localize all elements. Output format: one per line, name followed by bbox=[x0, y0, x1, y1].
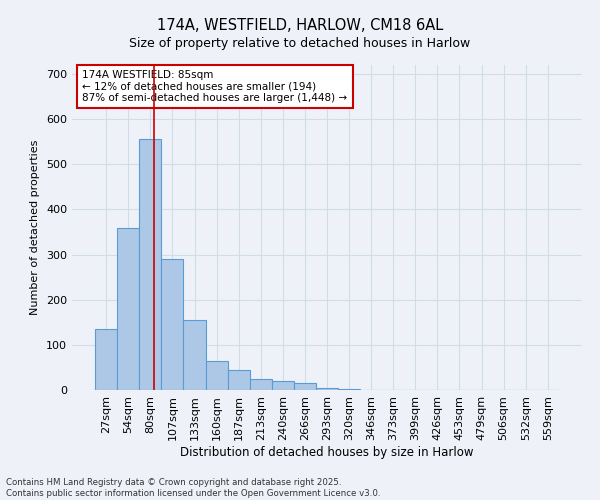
Bar bbox=[294, 383, 316, 390]
Bar bbox=[184, 320, 206, 390]
Bar bbox=[272, 381, 294, 390]
Bar bbox=[316, 388, 338, 390]
Text: 174A WESTFIELD: 85sqm
← 12% of detached houses are smaller (194)
87% of semi-det: 174A WESTFIELD: 85sqm ← 12% of detached … bbox=[82, 70, 347, 103]
Text: Contains HM Land Registry data © Crown copyright and database right 2025.
Contai: Contains HM Land Registry data © Crown c… bbox=[6, 478, 380, 498]
Text: Size of property relative to detached houses in Harlow: Size of property relative to detached ho… bbox=[130, 38, 470, 51]
Bar bbox=[338, 389, 360, 390]
Text: 174A, WESTFIELD, HARLOW, CM18 6AL: 174A, WESTFIELD, HARLOW, CM18 6AL bbox=[157, 18, 443, 32]
Bar bbox=[95, 329, 117, 390]
Bar bbox=[250, 378, 272, 390]
Bar bbox=[206, 360, 227, 390]
Bar bbox=[227, 370, 250, 390]
Y-axis label: Number of detached properties: Number of detached properties bbox=[31, 140, 40, 315]
Bar bbox=[117, 228, 139, 390]
X-axis label: Distribution of detached houses by size in Harlow: Distribution of detached houses by size … bbox=[180, 446, 474, 458]
Bar bbox=[161, 259, 184, 390]
Bar bbox=[139, 140, 161, 390]
